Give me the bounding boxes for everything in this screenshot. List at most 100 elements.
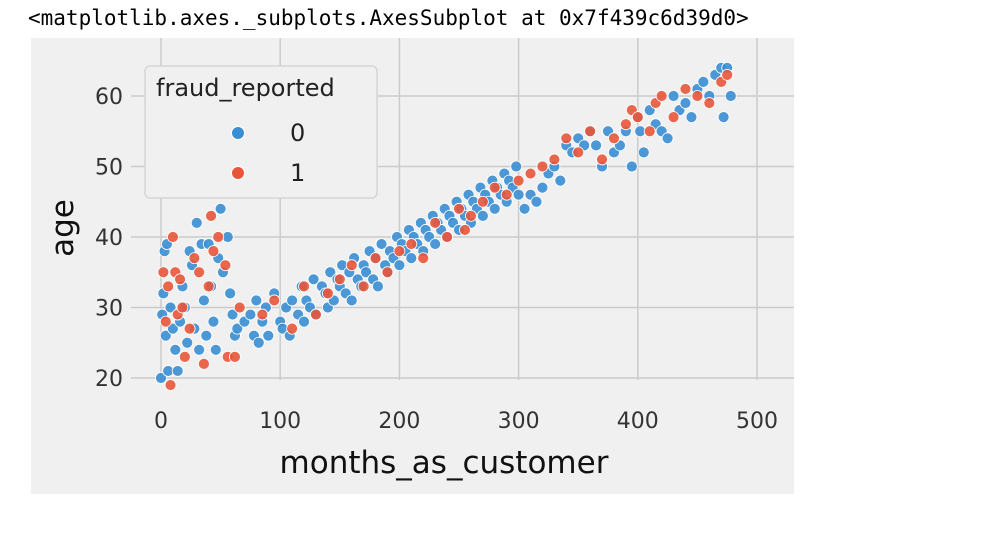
scatter-point-fraud-0 bbox=[250, 294, 263, 307]
scatter-point-fraud-0 bbox=[200, 329, 213, 342]
scatter-point-fraud-0 bbox=[226, 308, 239, 321]
x-tick-label: 100 bbox=[259, 409, 301, 434]
scatter-point-fraud-0 bbox=[198, 294, 210, 307]
scatter-point-fraud-1 bbox=[159, 315, 172, 328]
scatter-point-fraud-0 bbox=[590, 139, 602, 152]
scatter-point-fraud-0 bbox=[324, 266, 337, 279]
scatter-point-fraud-0 bbox=[724, 90, 737, 102]
scatter-point-fraud-0 bbox=[169, 343, 182, 356]
scatter-point-fraud-1 bbox=[453, 202, 465, 215]
scatter-point-fraud-0 bbox=[536, 181, 549, 194]
scatter-point-fraud-0 bbox=[298, 315, 310, 328]
scatter-point-fraud-1 bbox=[183, 322, 196, 335]
scatter-point-fraud-1 bbox=[608, 132, 620, 145]
legend-title: fraud_reported bbox=[156, 74, 335, 102]
scatter-point-fraud-1 bbox=[345, 259, 358, 272]
scatter-point-fraud-1 bbox=[198, 357, 210, 370]
scatter-point-fraud-1 bbox=[174, 273, 186, 286]
scatter-point-fraud-0 bbox=[207, 315, 220, 328]
scatter-point-fraud-1 bbox=[167, 231, 179, 243]
scatter-point-fraud-0 bbox=[488, 202, 501, 215]
y-tick-label: 60 bbox=[95, 85, 123, 110]
y-tick-label: 50 bbox=[95, 156, 123, 181]
figure-canvas: 0 100 200 300 400 500 20 30 40 50 60 months_as_cu… bbox=[31, 38, 794, 494]
scatter-point-fraud-0 bbox=[372, 280, 384, 293]
scatter-point-fraud-1 bbox=[202, 280, 215, 293]
scatter-point-fraud-1 bbox=[157, 266, 170, 279]
scatter-point-fraud-0 bbox=[717, 111, 730, 124]
scatter-point-fraud-0 bbox=[167, 322, 179, 335]
scatter-point-fraud-0 bbox=[685, 111, 698, 124]
scatter-point-fraud-1 bbox=[560, 132, 573, 145]
scatter-point-fraud-0 bbox=[679, 97, 692, 109]
scatter-point-fraud-1 bbox=[488, 181, 501, 194]
x-tick-labels: 0 100 200 300 400 500 bbox=[154, 409, 778, 434]
legend-label-1: 1 bbox=[290, 159, 305, 187]
scatter-point-fraud-1 bbox=[178, 350, 191, 363]
scatter-point-fraud-1 bbox=[233, 301, 246, 314]
scatter-point-fraud-0 bbox=[214, 202, 227, 215]
scatter-point-fraud-0 bbox=[171, 365, 184, 377]
cell-output-repr: <matplotlib.axes._subplots.AxesSubplot a… bbox=[28, 6, 749, 30]
scatter-point-fraud-1 bbox=[500, 188, 513, 201]
scatter-point-fraud-0 bbox=[375, 238, 388, 250]
x-tick-label: 400 bbox=[617, 409, 659, 434]
scatter-point-fraud-1 bbox=[164, 379, 177, 391]
scatter-point-fraud-0 bbox=[164, 301, 177, 314]
scatter-point-fraud-1 bbox=[619, 118, 632, 131]
scatter-point-fraud-1 bbox=[441, 231, 453, 243]
scatter-point-fraud-1 bbox=[429, 216, 442, 229]
scatter-point-fraud-1 bbox=[381, 266, 394, 279]
scatter-point-fraud-1 bbox=[333, 273, 346, 286]
y-axis-label: age bbox=[45, 199, 81, 257]
x-tick-label: 500 bbox=[736, 409, 778, 434]
legend-box bbox=[144, 65, 378, 199]
scatter-point-fraud-1 bbox=[655, 90, 668, 102]
scatter-point-fraud-1 bbox=[219, 259, 232, 272]
scatter-point-fraud-1 bbox=[207, 245, 220, 258]
scatter-point-fraud-1 bbox=[679, 83, 692, 95]
scatter-point-fraud-1 bbox=[512, 174, 525, 187]
scatter-point-fraud-1 bbox=[476, 195, 489, 208]
scatter-point-fraud-0 bbox=[518, 202, 531, 215]
scatter-point-fraud-0 bbox=[530, 195, 543, 208]
scatter-point-fraud-1 bbox=[643, 125, 656, 138]
scatter-point-fraud-0 bbox=[262, 329, 275, 342]
scatter-point-fraud-1 bbox=[357, 280, 370, 293]
scatter-point-fraud-0 bbox=[429, 238, 442, 250]
scatter-point-fraud-0 bbox=[667, 90, 680, 102]
scatter-point-fraud-0 bbox=[345, 294, 358, 307]
scatter-point-fraud-1 bbox=[536, 160, 549, 173]
y-tick-label: 30 bbox=[95, 297, 123, 322]
data-points bbox=[155, 61, 737, 391]
scatter-point-fraud-1 bbox=[286, 322, 299, 335]
scatter-point-fraud-0 bbox=[512, 188, 525, 201]
scatter-point-fraud-0 bbox=[155, 372, 167, 384]
scatter-point-fraud-1 bbox=[417, 252, 430, 265]
scatter-point-fraud-1 bbox=[548, 153, 561, 166]
scatter-point-fraud-0 bbox=[252, 336, 265, 349]
scatter-point-fraud-1 bbox=[667, 111, 680, 124]
scatter-point-fraud-1 bbox=[205, 209, 217, 222]
x-axis-label: months_as_customer bbox=[280, 445, 609, 481]
legend-label-0: 0 bbox=[290, 119, 305, 147]
scatter-point-fraud-0 bbox=[209, 343, 222, 356]
scatter-point-fraud-0 bbox=[231, 322, 244, 335]
scatter-point-fraud-0 bbox=[697, 76, 710, 88]
scatter-point-fraud-0 bbox=[224, 287, 237, 300]
scatter-point-fraud-1 bbox=[459, 224, 471, 236]
scatter-point-fraud-0 bbox=[244, 308, 257, 321]
legend-marker-0 bbox=[231, 126, 245, 140]
scatter-point-fraud-1 bbox=[310, 308, 322, 321]
scatter-point-fraud-1 bbox=[256, 308, 269, 321]
scatter-point-fraud-1 bbox=[321, 287, 334, 300]
scatter-point-fraud-0 bbox=[393, 259, 406, 272]
scatter-point-fraud-0 bbox=[625, 160, 638, 173]
scatter-point-fraud-1 bbox=[188, 252, 201, 265]
y-tick-label: 20 bbox=[95, 367, 123, 392]
scatter-point-fraud-1 bbox=[572, 146, 585, 159]
scatter-point-fraud-0 bbox=[405, 252, 418, 265]
scatter-point-fraud-1 bbox=[268, 294, 281, 307]
scatter-point-fraud-1 bbox=[721, 68, 734, 81]
scatter-point-fraud-1 bbox=[176, 301, 189, 314]
